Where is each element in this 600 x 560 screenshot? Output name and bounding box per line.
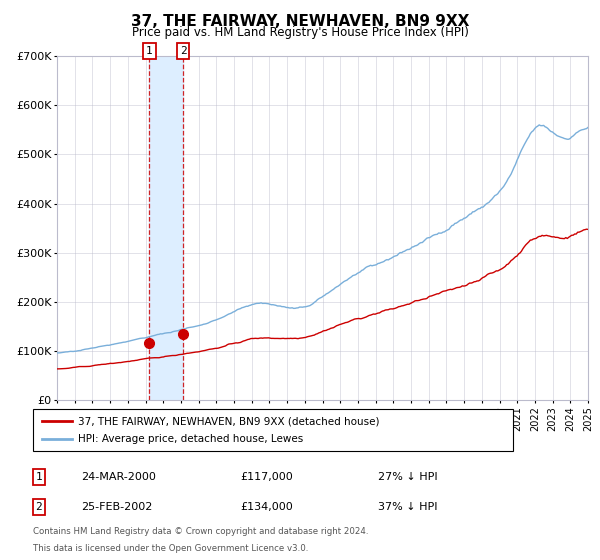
Text: 27% ↓ HPI: 27% ↓ HPI: [378, 472, 437, 482]
Text: Contains HM Land Registry data © Crown copyright and database right 2024.: Contains HM Land Registry data © Crown c…: [33, 528, 368, 536]
Text: 25-FEB-2002: 25-FEB-2002: [81, 502, 152, 512]
Text: This data is licensed under the Open Government Licence v3.0.: This data is licensed under the Open Gov…: [33, 544, 308, 553]
Text: 2: 2: [35, 502, 43, 512]
Text: Price paid vs. HM Land Registry's House Price Index (HPI): Price paid vs. HM Land Registry's House …: [131, 26, 469, 39]
Text: 24-MAR-2000: 24-MAR-2000: [81, 472, 156, 482]
Text: HPI: Average price, detached house, Lewes: HPI: Average price, detached house, Lewe…: [78, 434, 303, 444]
Bar: [149, 56, 183, 400]
Text: 1: 1: [146, 46, 153, 56]
Text: 37% ↓ HPI: 37% ↓ HPI: [378, 502, 437, 512]
Text: 37, THE FAIRWAY, NEWHAVEN, BN9 9XX (detached house): 37, THE FAIRWAY, NEWHAVEN, BN9 9XX (deta…: [78, 417, 380, 426]
Text: £117,000: £117,000: [240, 472, 293, 482]
Text: 2: 2: [180, 46, 187, 56]
Text: 37, THE FAIRWAY, NEWHAVEN, BN9 9XX: 37, THE FAIRWAY, NEWHAVEN, BN9 9XX: [131, 14, 469, 29]
Text: 1: 1: [35, 472, 43, 482]
Text: £134,000: £134,000: [240, 502, 293, 512]
